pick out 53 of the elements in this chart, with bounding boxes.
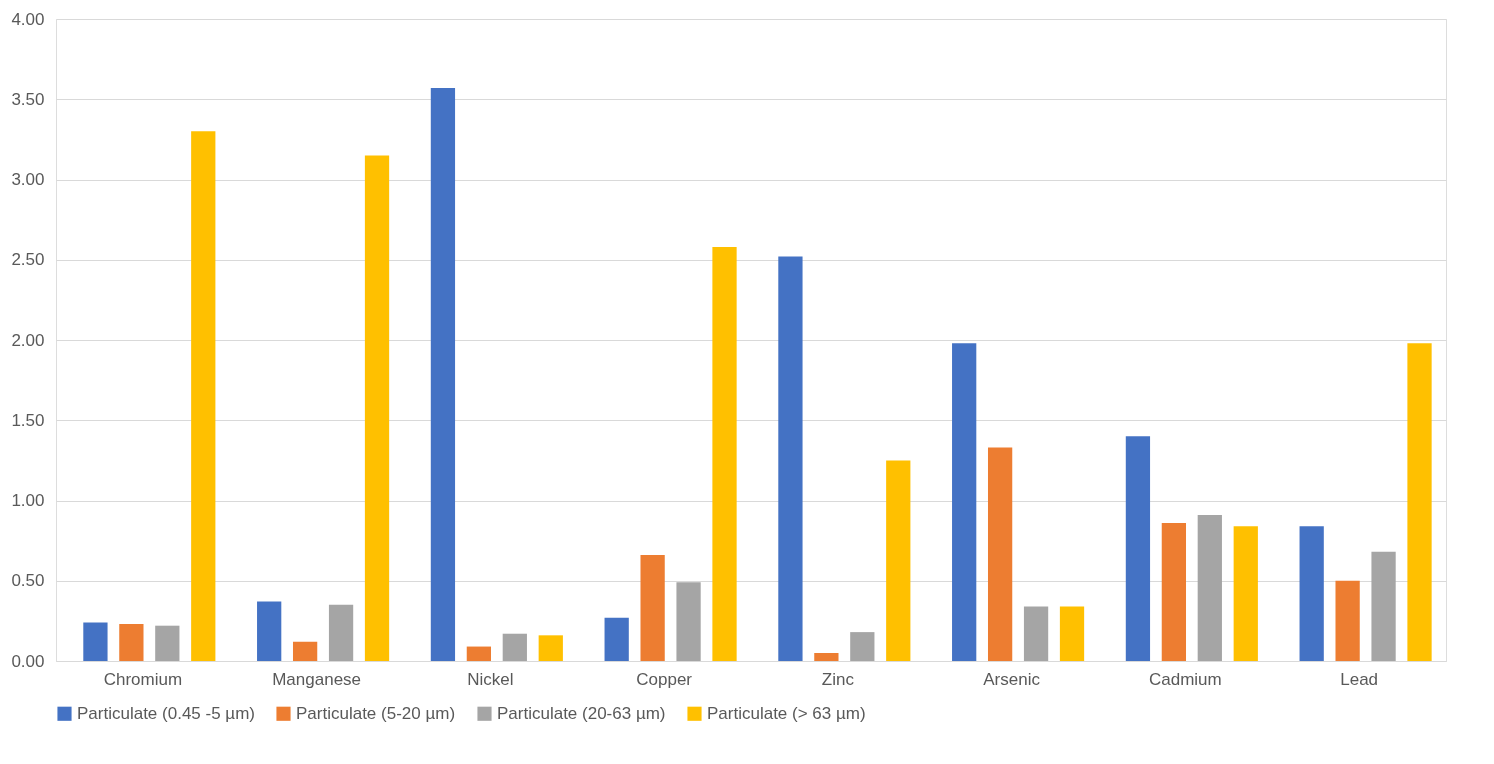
bar xyxy=(430,88,456,661)
bar xyxy=(987,447,1013,661)
bar xyxy=(886,460,911,661)
bar xyxy=(850,632,875,661)
bar xyxy=(155,625,180,661)
bar xyxy=(676,582,701,661)
x-tick-label: Nickel xyxy=(467,669,514,689)
x-tick-label: Manganese xyxy=(272,669,362,689)
y-tick-label: 3.00 xyxy=(11,170,45,189)
bar xyxy=(1023,606,1049,661)
x-tick-label: Lead xyxy=(1340,669,1379,689)
bar xyxy=(1407,343,1432,661)
bar xyxy=(640,555,665,661)
y-tick-label: 0.00 xyxy=(11,651,45,671)
y-tick-label: 4.00 xyxy=(11,9,45,29)
bar xyxy=(257,601,282,661)
bar xyxy=(712,246,737,661)
y-tick-label: 1.50 xyxy=(11,410,45,430)
bar xyxy=(1335,580,1360,661)
bar xyxy=(1233,526,1258,661)
bar xyxy=(538,635,563,661)
bar xyxy=(502,633,527,661)
bar xyxy=(1371,551,1396,661)
x-tick-label: Zinc xyxy=(821,669,855,689)
bar xyxy=(952,343,977,661)
y-tick-label: 0.50 xyxy=(11,571,45,591)
bar xyxy=(1161,522,1186,661)
y-tick-label: 2.50 xyxy=(11,250,45,270)
bar xyxy=(83,622,108,661)
legend-label: Particulate (20-63 µm) xyxy=(497,703,666,723)
bar xyxy=(814,652,839,661)
x-tick-label: Cadmium xyxy=(1149,669,1222,689)
legend-label: Particulate (0.45 -5 µm) xyxy=(77,703,255,723)
y-tick-label: 3.50 xyxy=(11,89,45,109)
y-tick-label: 1.00 xyxy=(11,491,45,510)
legend-label: Particulate (> 63 µm) xyxy=(707,703,866,723)
bar xyxy=(292,641,318,661)
bar xyxy=(1125,436,1151,661)
bar xyxy=(364,155,390,661)
bar xyxy=(604,617,629,661)
y-tick-label: 2.00 xyxy=(11,330,45,350)
bar xyxy=(466,646,491,661)
bar xyxy=(119,624,144,661)
bar xyxy=(778,256,803,661)
bar xyxy=(1299,526,1324,661)
x-tick-label: Chromium xyxy=(103,669,183,689)
x-tick-label: Copper xyxy=(636,669,693,689)
bar xyxy=(328,604,354,661)
bar xyxy=(1059,606,1085,661)
bar xyxy=(1197,514,1222,661)
legend-label: Particulate (5-20 µm) xyxy=(296,703,456,723)
bar xyxy=(191,131,216,661)
x-tick-label: Arsenic xyxy=(983,669,1041,689)
